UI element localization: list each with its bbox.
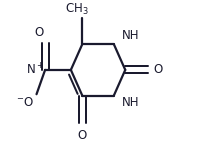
Text: O: O bbox=[154, 63, 163, 76]
Text: O: O bbox=[35, 26, 44, 39]
Text: NH: NH bbox=[122, 29, 140, 42]
Text: O: O bbox=[78, 129, 87, 142]
Text: NH: NH bbox=[122, 96, 140, 109]
Text: $^{-}$O: $^{-}$O bbox=[16, 96, 34, 109]
Text: CH$_3$: CH$_3$ bbox=[65, 2, 88, 17]
Text: N$^+$: N$^+$ bbox=[26, 62, 44, 78]
